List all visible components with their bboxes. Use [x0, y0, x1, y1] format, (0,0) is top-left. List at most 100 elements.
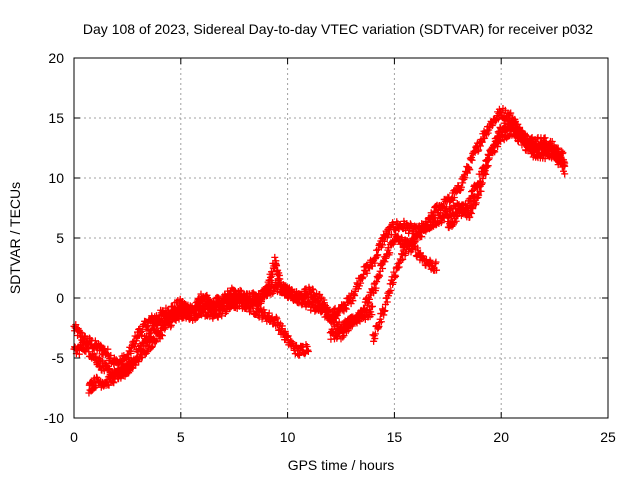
data-point [372, 284, 380, 292]
data-point [75, 350, 83, 358]
ticks-layer: 0 5 10 15 20 25 -10 -5 0 5 10 15 20 [44, 50, 616, 445]
data-point [478, 138, 486, 146]
data-point [387, 286, 395, 294]
data-point [560, 161, 568, 169]
y-tick-label: 20 [48, 50, 64, 66]
data-point [267, 276, 275, 284]
data-point [399, 255, 407, 263]
x-tick-label: 0 [70, 429, 78, 445]
data-point [236, 286, 244, 294]
y-tick-label: -5 [52, 350, 65, 366]
data-point [284, 332, 292, 340]
data-point [466, 166, 474, 174]
data-point [230, 286, 238, 294]
x-tick-label: 10 [280, 429, 296, 445]
data-point [326, 306, 334, 314]
x-tick-label: 25 [600, 429, 616, 445]
data-point [300, 295, 308, 303]
data-point [360, 271, 368, 279]
data-point [365, 295, 373, 303]
y-tick-label: 5 [56, 230, 64, 246]
data-point [278, 322, 286, 330]
data-point [561, 170, 569, 178]
x-tick-label: 15 [387, 429, 403, 445]
x-tick-label: 20 [493, 429, 509, 445]
data-point [459, 179, 467, 187]
data-point [475, 146, 483, 154]
y-tick-label: -10 [44, 410, 64, 426]
data-point [559, 149, 567, 157]
data-point [151, 338, 159, 346]
data-point [335, 318, 343, 326]
data-point [485, 154, 493, 162]
y-tick-label: 10 [48, 170, 64, 186]
data-point [157, 331, 165, 339]
data-point [167, 321, 175, 329]
data-point [497, 137, 505, 145]
data-point [494, 143, 502, 151]
data-point [491, 148, 499, 156]
data-point [386, 249, 394, 257]
data-point [469, 186, 477, 194]
y-tick-label: 0 [56, 290, 64, 306]
data-point [461, 174, 469, 182]
data-point [541, 155, 549, 163]
data-point [418, 233, 426, 241]
data-point [477, 187, 485, 195]
data-point [119, 371, 127, 379]
series-track-d [326, 231, 441, 343]
data-point [468, 209, 476, 217]
data-point [104, 345, 112, 353]
data-point [368, 302, 376, 310]
data-point [541, 134, 549, 142]
data-point [273, 315, 281, 323]
data-point [371, 330, 379, 338]
data-point [218, 312, 226, 320]
data-point [467, 198, 475, 206]
data-point [476, 177, 484, 185]
data-point [152, 337, 160, 345]
data-point [265, 309, 273, 317]
data-point [414, 244, 422, 252]
y-tick-label: 15 [48, 110, 64, 126]
data-point [304, 347, 312, 355]
data-point [383, 298, 391, 306]
data-point [316, 291, 324, 299]
data-point [363, 269, 371, 277]
data-point [132, 361, 140, 369]
data-point [450, 194, 458, 202]
data-point [507, 109, 515, 117]
data-point [476, 142, 484, 150]
y-axis-title: SDTVAR / TECUs [7, 182, 23, 294]
x-axis-title: GPS time / hours [288, 457, 395, 473]
data-point [342, 305, 350, 313]
data-point [379, 265, 387, 273]
data-point [481, 164, 489, 172]
data-point [381, 307, 389, 315]
data-layer [70, 105, 569, 397]
data-point [143, 347, 151, 355]
data-point [466, 202, 474, 210]
data-point [158, 332, 166, 340]
data-point [107, 352, 115, 360]
data-point [271, 253, 279, 261]
data-point [148, 342, 156, 350]
x-tick-label: 5 [177, 429, 185, 445]
data-point [110, 379, 118, 387]
data-point [377, 318, 385, 326]
data-point [392, 272, 400, 280]
data-point [475, 191, 483, 199]
data-point [275, 279, 283, 287]
data-point [457, 183, 465, 191]
chart-title: Day 108 of 2023, Sidereal Day-to-day VTE… [83, 21, 593, 37]
data-point [433, 266, 441, 274]
data-point [469, 193, 477, 201]
data-point [269, 289, 277, 297]
data-point [255, 290, 263, 298]
data-point [379, 241, 387, 249]
data-point [516, 123, 524, 131]
data-point [389, 279, 397, 287]
data-point [468, 156, 476, 164]
